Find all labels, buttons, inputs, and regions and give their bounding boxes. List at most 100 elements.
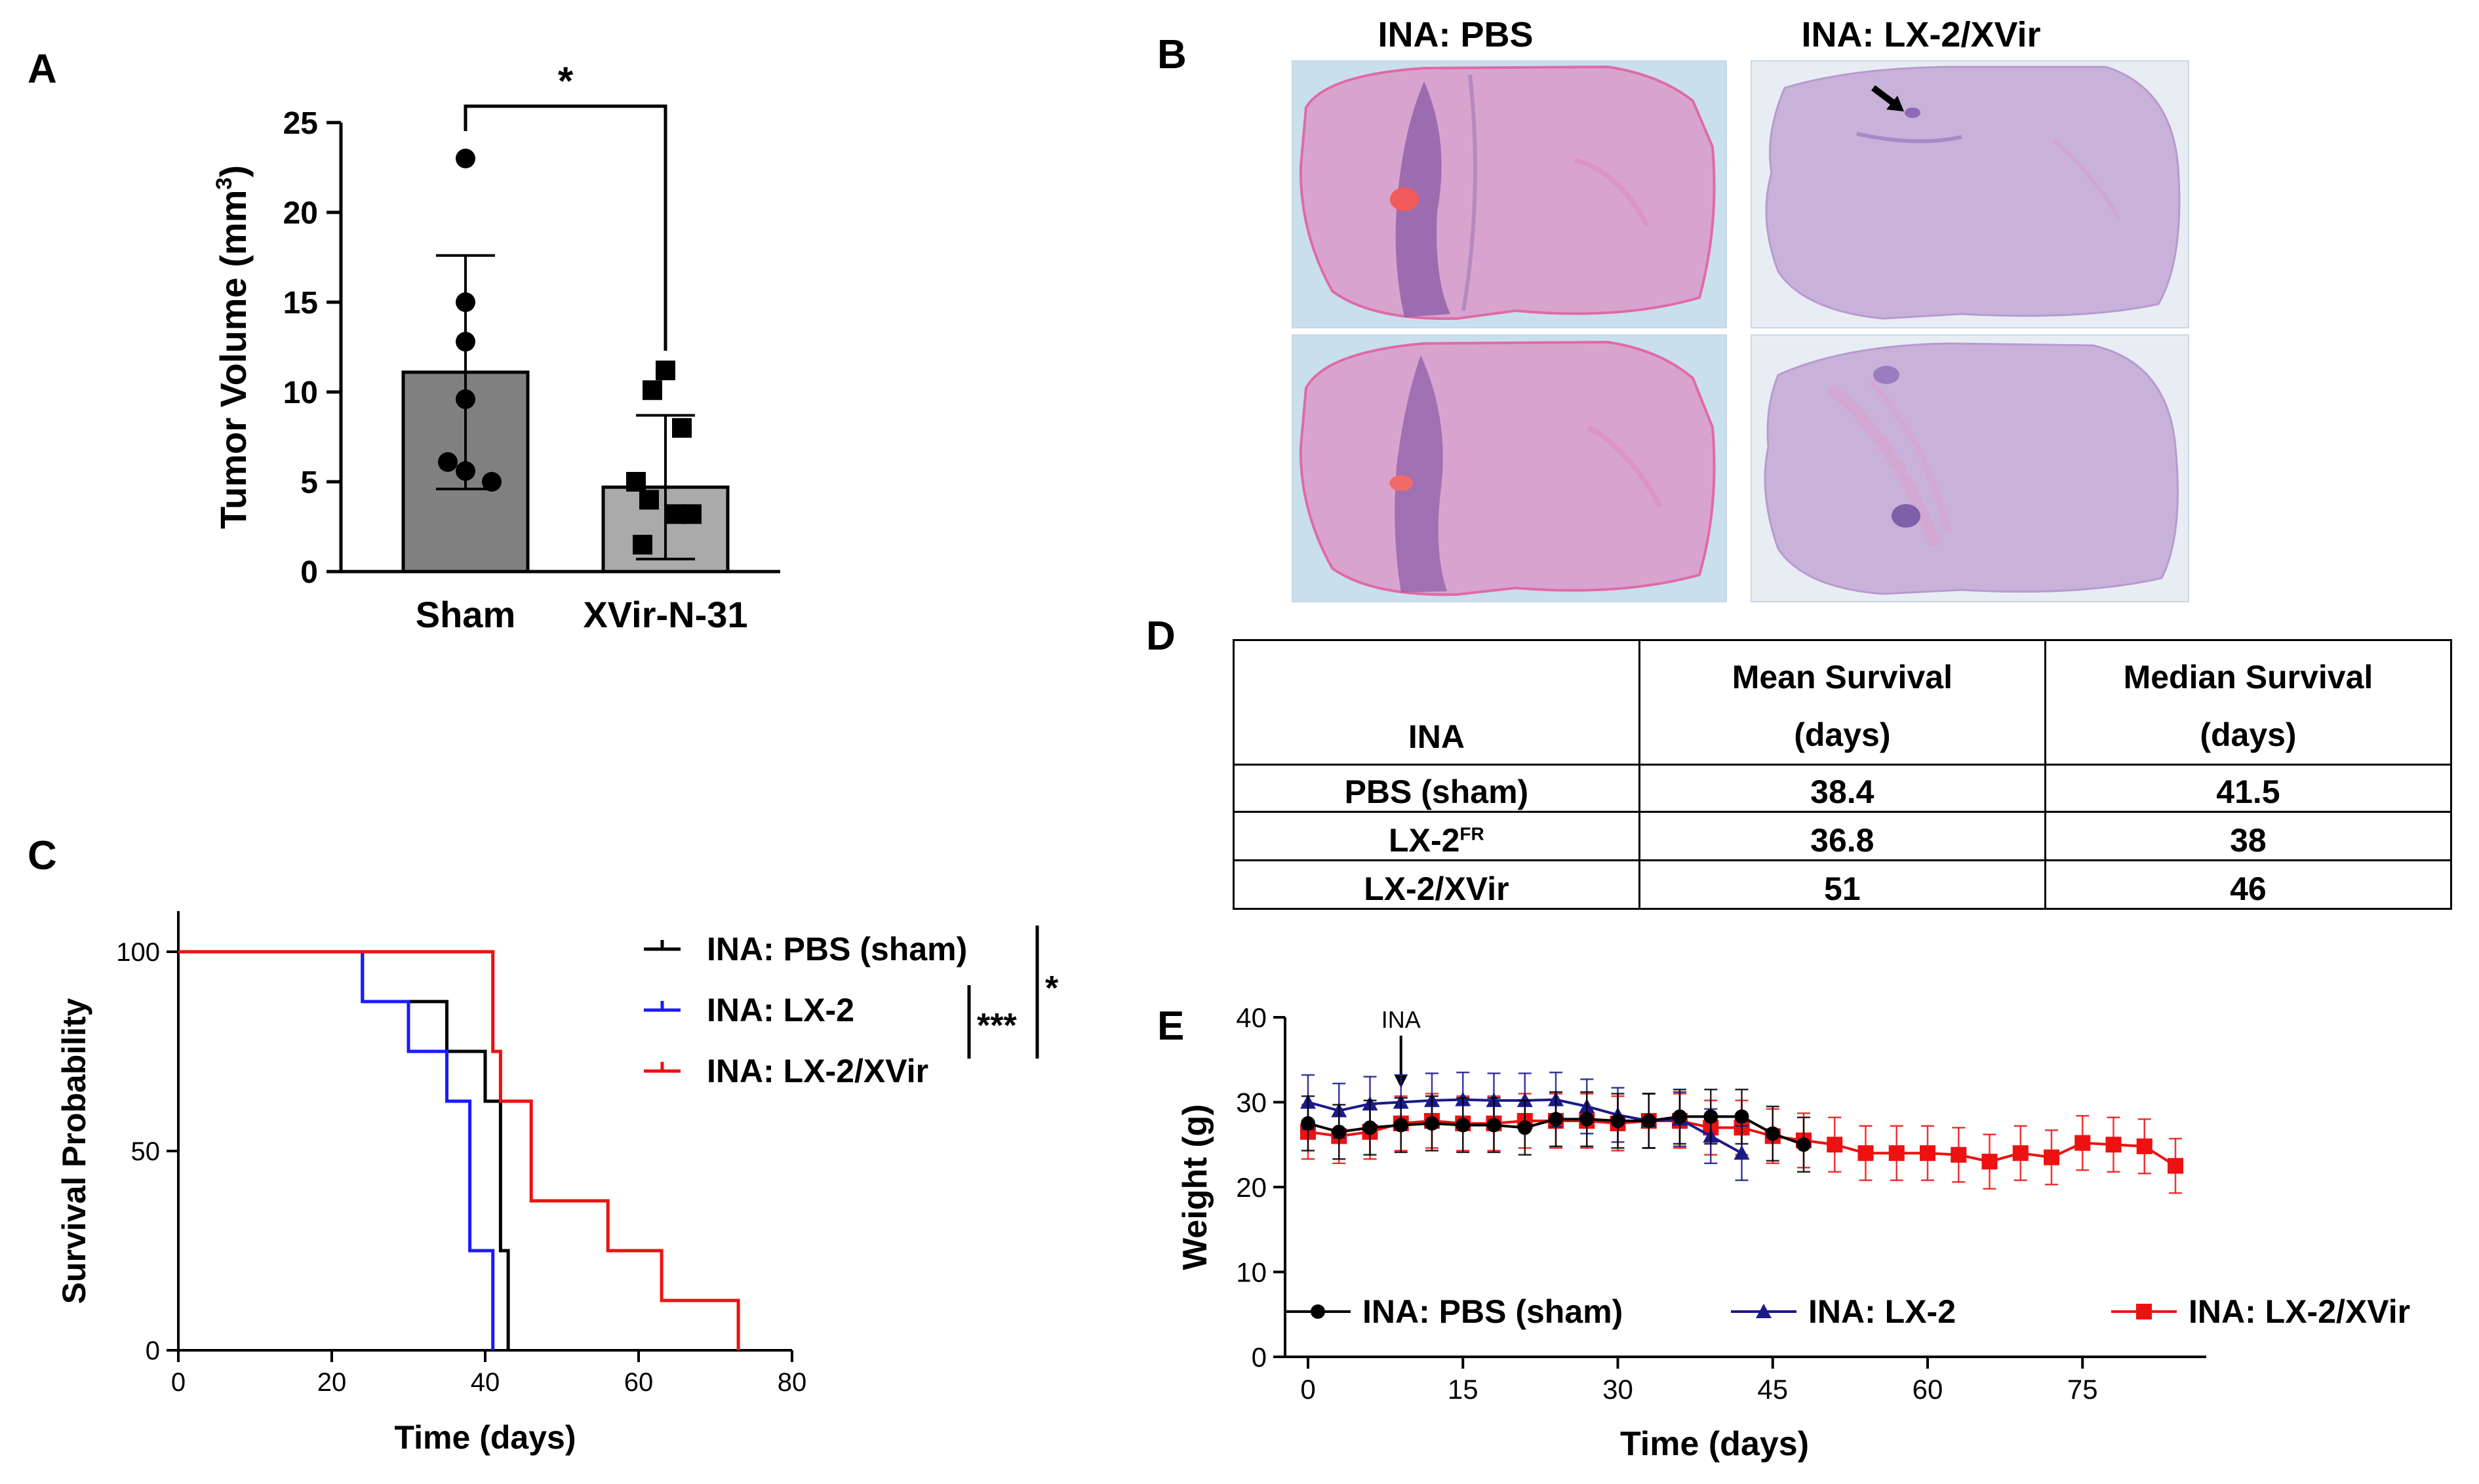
data-point <box>1796 1137 1811 1152</box>
data-point <box>1425 1116 1439 1131</box>
table-cell-median: 38 <box>2044 811 2453 861</box>
survival-line-1 <box>178 950 495 1350</box>
data-point <box>1857 1145 1874 1162</box>
data-point <box>1579 1112 1595 1127</box>
data-point <box>1734 1109 1749 1124</box>
panel-e-weight-chart: 0 10 20 30 40 0 15 30 45 60 75 Time (days) Weight (g… <box>1176 1002 2410 1463</box>
significance-marker: * <box>558 59 574 103</box>
data-point <box>1393 1118 1408 1133</box>
table-cell-label: PBS (sham) <box>1233 764 1640 813</box>
survival-table: INA Mean Survival (days) Median Survival… <box>1233 639 2453 910</box>
data-point <box>1332 1124 1347 1139</box>
y-tick-label: 50 <box>131 1137 161 1166</box>
data-point <box>1827 1137 1843 1153</box>
survival-line-2 <box>178 950 740 1350</box>
data-point <box>456 292 475 312</box>
significance-marker-inner: *** <box>977 1007 1017 1045</box>
data-point <box>1920 1145 1935 1162</box>
x-tick-label: 60 <box>1913 1374 1943 1405</box>
x-tick-label: XVir-N-31 <box>583 594 747 635</box>
data-point <box>1549 1112 1563 1127</box>
data-point <box>1981 1154 1998 1170</box>
histology-image-pbs-bottom <box>1292 334 1727 602</box>
data-point <box>456 148 475 168</box>
histology-title-lx2xvir: INA: LX-2/XVir <box>1801 15 2041 54</box>
x-axis-label: Time (days) <box>1620 1425 1809 1463</box>
y-tick-label: 0 <box>300 555 318 590</box>
x-tick-label: 80 <box>778 1368 807 1397</box>
panel-label-c: C <box>28 833 57 878</box>
y-tick-label: 20 <box>1236 1172 1267 1203</box>
legend-label: INA: PBS (sham) <box>1362 1293 1623 1330</box>
table-row: LX-2/XVir 51 46 <box>1233 859 2453 910</box>
table-cell-median: 46 <box>2044 859 2453 910</box>
histology-title-pbs: INA: PBS <box>1378 15 1534 54</box>
data-point <box>626 472 646 492</box>
y-tick-label: 5 <box>300 465 318 500</box>
significance-marker-outer: * <box>1045 969 1059 1007</box>
data-point <box>656 361 675 381</box>
x-tick-label: 0 <box>1300 1374 1315 1405</box>
data-point <box>633 534 652 555</box>
legend-label: INA: LX-2 <box>1808 1293 1956 1330</box>
data-point <box>2074 1135 2091 1151</box>
y-tick-label: 20 <box>283 196 318 231</box>
data-point <box>682 504 702 524</box>
data-point <box>643 380 662 400</box>
x-tick-label: 45 <box>1757 1374 1788 1405</box>
data-point <box>1888 1145 1905 1162</box>
panel-label-d: D <box>1146 614 1176 659</box>
y-tick-label: 40 <box>1236 1002 1267 1033</box>
y-tick-label: 15 <box>283 286 318 321</box>
data-point <box>1641 1113 1656 1128</box>
x-axis-label: Time (days) <box>395 1419 576 1456</box>
y-tick-label: 30 <box>1236 1087 1267 1118</box>
legend-marker <box>1756 1304 1772 1318</box>
x-tick-label: 0 <box>171 1368 186 1397</box>
histology-image-lx2xvir-bottom <box>1751 334 2189 602</box>
table-cell-label: LX-2FR <box>1233 811 1640 861</box>
panel-label-a: A <box>28 47 57 92</box>
legend-label: INA: LX-2/XVir <box>2189 1293 2410 1330</box>
data-point <box>2012 1145 2029 1162</box>
data-point <box>1673 1109 1687 1124</box>
data-point <box>672 418 692 438</box>
x-tick-label: 40 <box>471 1368 500 1397</box>
panel-c-survival-chart: 0 50 100 0 20 40 60 80 Time (days) Survival Proba… <box>56 911 1059 1456</box>
data-point <box>482 472 502 492</box>
histology-image-lx2xvir-top <box>1751 60 2189 328</box>
x-tick-label: 75 <box>2067 1374 2098 1405</box>
y-tick-label: 0 <box>146 1337 160 1365</box>
data-point <box>1486 1118 1501 1133</box>
data-point <box>2168 1158 2183 1174</box>
data-point <box>1734 1145 1750 1160</box>
data-point <box>2044 1149 2059 1165</box>
data-point <box>1951 1146 1967 1163</box>
data-point <box>2136 1138 2152 1154</box>
panel-a-bar-chart: 0 5 10 15 20 25 Tumor Volume (mm3) Sham XVir-N-3… <box>212 59 780 635</box>
ina-annotation-label: INA <box>1381 1006 1421 1033</box>
x-tick-label: Sham <box>416 594 516 635</box>
table-cell-mean: 36.8 <box>1638 811 2046 861</box>
data-point <box>1301 1116 1315 1131</box>
table-cell-mean: 51 <box>1638 859 2046 910</box>
y-axis-label: Tumor Volume (mm3) <box>212 165 254 529</box>
table-header-median: Median Survival (days) <box>2044 639 2453 766</box>
panel-label-e: E <box>1157 1004 1185 1049</box>
data-point <box>2105 1137 2122 1153</box>
data-point <box>1703 1109 1718 1124</box>
legend-marker <box>1311 1304 1325 1319</box>
legend-label: INA: LX-2 <box>707 992 854 1028</box>
table-cell-mean: 38.4 <box>1638 764 2046 813</box>
x-tick-label: 15 <box>1448 1374 1478 1405</box>
table-row: LX-2FR 36.8 38 <box>1233 811 2453 861</box>
table-cell-label: LX-2/XVir <box>1233 859 1640 910</box>
data-point <box>456 389 475 409</box>
table-header-mean: Mean Survival (days) <box>1638 639 2046 766</box>
data-point <box>1362 1120 1378 1135</box>
y-tick-label: 25 <box>283 106 318 141</box>
y-axis-label: Weight (g) <box>1176 1104 1214 1270</box>
table-row: PBS (sham) 38.4 41.5 <box>1233 764 2453 813</box>
histology-image-pbs-top <box>1292 60 1727 328</box>
data-point <box>456 332 475 352</box>
